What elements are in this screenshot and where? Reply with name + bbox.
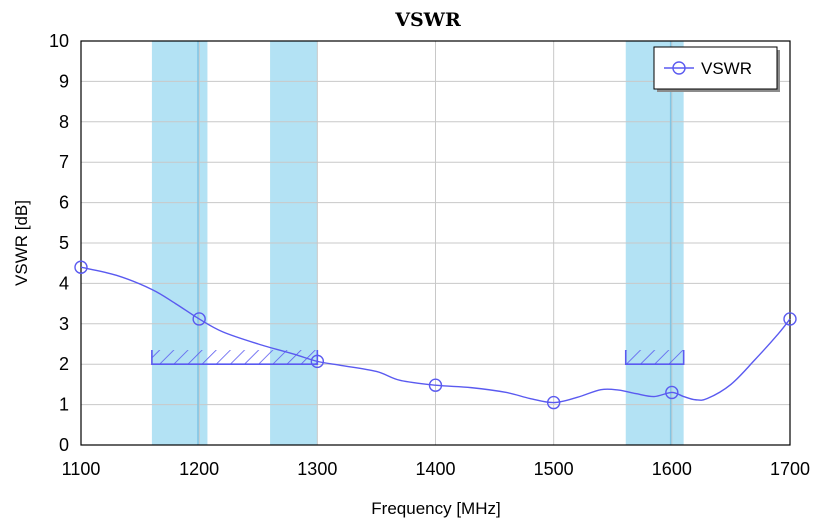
series-vswr xyxy=(74,260,797,410)
limit-mask-hatch-2 xyxy=(625,350,684,365)
x-tick-label: 1400 xyxy=(415,459,455,479)
limit-mask-line-1 xyxy=(151,350,319,365)
x-tick-label: 1600 xyxy=(652,459,692,479)
legend-entry-vswr: VSWR xyxy=(701,59,752,78)
chart-title: VSWR xyxy=(394,9,461,31)
y-tick-label: 5 xyxy=(59,233,69,253)
x-tick-label: 1100 xyxy=(62,459,101,479)
data-point xyxy=(74,260,88,274)
y-tick-label: 9 xyxy=(59,71,69,91)
data-point xyxy=(428,378,443,392)
data-point xyxy=(546,395,561,410)
data-point xyxy=(665,385,679,400)
limit-masks xyxy=(151,350,685,365)
legend-marker-swatch xyxy=(672,61,686,75)
x-tick-label: 1300 xyxy=(297,459,337,479)
x-tick-label: 1700 xyxy=(770,459,810,479)
y-tick-label: 4 xyxy=(59,273,69,293)
x-tick-label: 1200 xyxy=(179,459,219,479)
y-tick-label: 7 xyxy=(59,152,69,172)
data-point xyxy=(192,312,206,326)
y-tick-label: 8 xyxy=(59,112,69,132)
x-tick-labels: 1100 1200 1300 1400 1500 1600 1700 xyxy=(62,459,810,479)
band-center-lines xyxy=(197,41,672,445)
x-tick-label: 1500 xyxy=(534,459,574,479)
limit-mask-line-2 xyxy=(624,350,685,365)
legend: VSWR xyxy=(653,46,780,92)
y-tick-label: 2 xyxy=(59,354,69,374)
data-point xyxy=(783,312,797,326)
series-line-vswr xyxy=(80,266,791,404)
data-point xyxy=(310,354,325,369)
y-axis-label: VSWR [dB] xyxy=(12,200,31,286)
y-tick-label: 6 xyxy=(59,193,69,213)
plot-area-frame xyxy=(80,40,791,446)
y-tick-label: 1 xyxy=(59,395,69,415)
y-tick-label: 3 xyxy=(59,314,69,334)
y-tick-label: 0 xyxy=(59,435,69,455)
y-tick-label: 10 xyxy=(49,31,69,51)
x-axis-label: Frequency [MHz] xyxy=(371,499,500,518)
limit-mask-hatch-1 xyxy=(151,350,318,365)
y-tick-labels: 0 1 2 3 4 5 6 7 8 9 10 xyxy=(49,31,69,455)
